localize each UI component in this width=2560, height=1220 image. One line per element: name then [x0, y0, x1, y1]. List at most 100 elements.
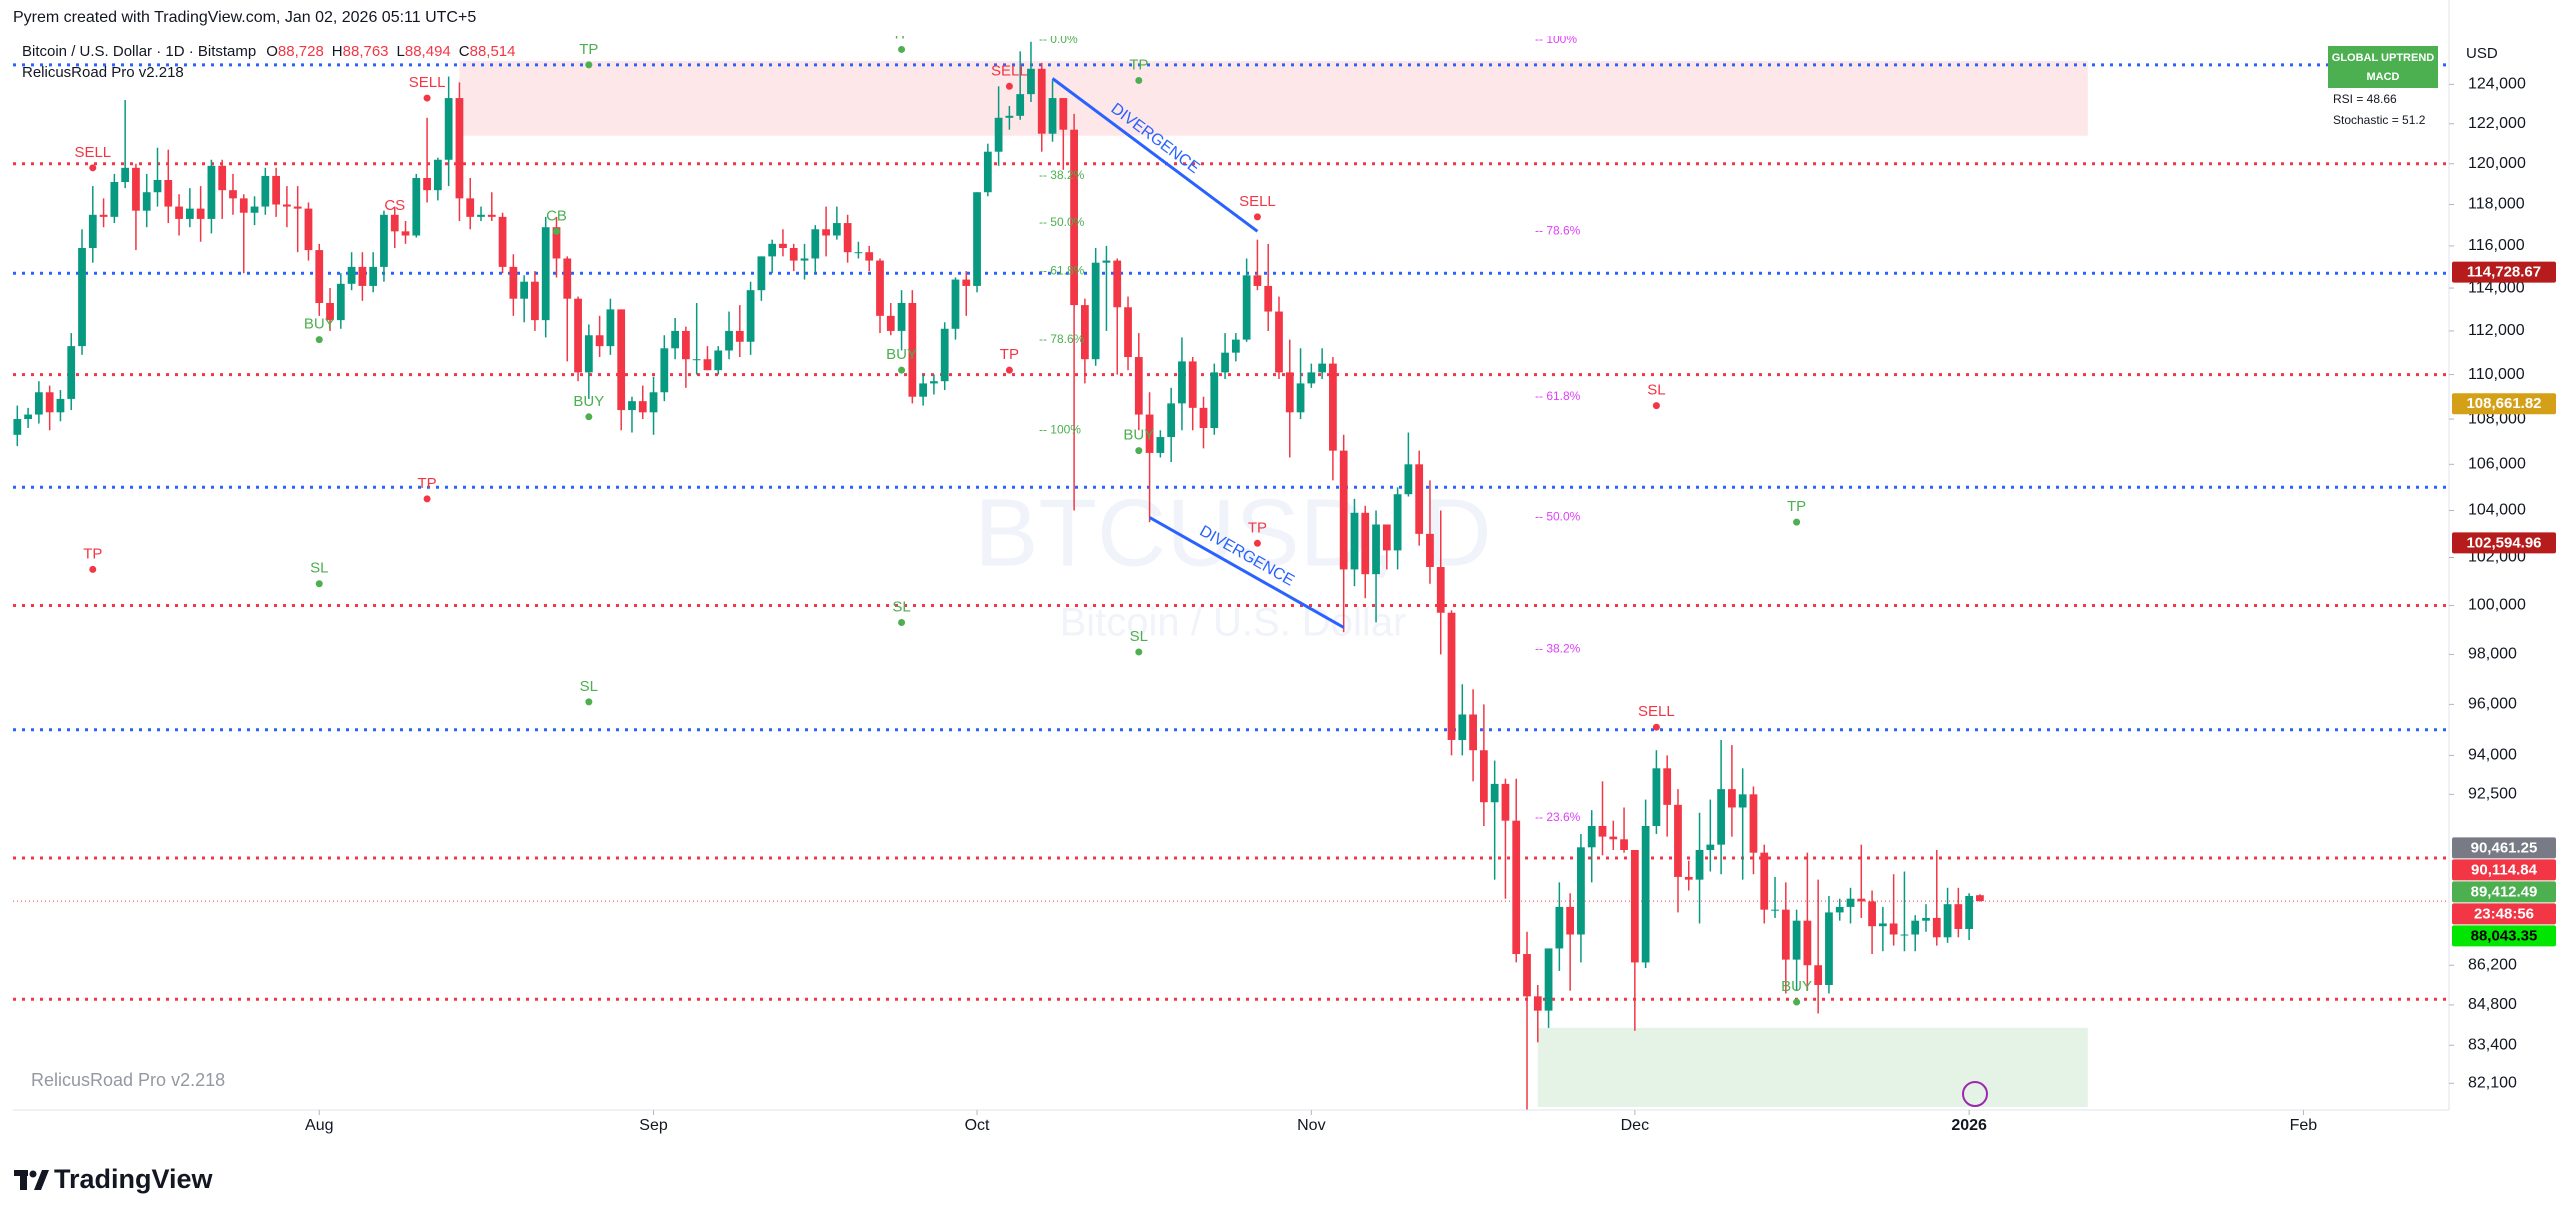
- y-tick-label: 106,000: [2468, 456, 2526, 473]
- signal-label: BUY: [1781, 978, 1812, 995]
- candle-body: [628, 401, 636, 411]
- signal-label: TP: [1248, 519, 1267, 536]
- price-label-box: [2452, 881, 2556, 903]
- price-label: 23:48:56: [2474, 905, 2534, 922]
- signal-label: SL: [892, 598, 910, 615]
- candle-body: [444, 98, 453, 160]
- ohlc-value: 88,728: [278, 43, 324, 60]
- candle-body: [983, 151, 992, 193]
- candle-body: [1469, 714, 1477, 751]
- fib-label: -- 23.6%: [1535, 810, 1581, 824]
- candle-body: [498, 216, 507, 267]
- candle-body: [897, 302, 906, 331]
- signal-label: TP: [892, 25, 911, 42]
- candle-body: [649, 392, 658, 413]
- candle-body: [563, 258, 572, 299]
- candle-body: [1760, 852, 1769, 910]
- candle-body: [768, 243, 777, 257]
- x-tick-label: Oct: [965, 1117, 990, 1134]
- candle-body: [595, 335, 604, 347]
- alert-icon: [1962, 1081, 1988, 1107]
- candle-body: [1404, 464, 1413, 495]
- candle-body: [886, 315, 895, 331]
- candle-body: [1242, 275, 1251, 340]
- ohlc-value: 88,494: [405, 43, 451, 60]
- candle-body: [908, 302, 917, 397]
- candle-body: [1825, 912, 1833, 985]
- candle-body: [1350, 512, 1359, 570]
- fib-label: -- 0.0%: [1039, 32, 1078, 46]
- candle-body: [358, 266, 367, 286]
- candle-body: [433, 159, 442, 191]
- candle-body: [1275, 311, 1283, 373]
- y-tick-label: 114,000: [2468, 279, 2525, 296]
- price-label-box: [2452, 903, 2556, 925]
- candle-body: [1695, 849, 1704, 880]
- brand: TradingView: [54, 1164, 214, 1194]
- rsi: RSI = 48.66: [2333, 92, 2397, 106]
- price-label-box: [2452, 261, 2556, 283]
- candle-body: [1501, 783, 1510, 821]
- signal-label: SELL: [409, 74, 446, 91]
- candle-body: [412, 177, 421, 236]
- candle-body: [239, 198, 248, 213]
- price-label: 90,461.25: [2471, 839, 2538, 856]
- signal-marker: [1652, 402, 1660, 410]
- candle-body: [930, 381, 938, 384]
- candle-body: [1738, 794, 1747, 808]
- signal-label: BUY: [573, 393, 604, 410]
- signal-label: TP: [83, 545, 102, 562]
- signal-label: SL: [580, 678, 598, 695]
- price-label-box: [2452, 837, 2556, 859]
- candle-body: [142, 192, 151, 211]
- candle-body: [1426, 533, 1434, 568]
- candle-body: [304, 208, 313, 251]
- candle-body: [293, 206, 302, 209]
- y-tick-label: 116,000: [2468, 237, 2525, 254]
- candle-body: [1156, 437, 1165, 453]
- candle-body: [185, 208, 194, 219]
- candle-body: [1393, 494, 1402, 551]
- y-tick-label: 83,400: [2468, 1036, 2517, 1053]
- y-tick-label: 104,000: [2468, 502, 2526, 519]
- candle-body: [1447, 612, 1456, 740]
- candle-body: [1803, 920, 1812, 966]
- candle-body: [1868, 901, 1876, 927]
- candle-body: [369, 266, 378, 286]
- watermark: BTCUSD, D: [974, 479, 1491, 586]
- ohlc-key: L: [397, 43, 405, 60]
- candle-body: [175, 206, 183, 219]
- signal-marker: [315, 580, 323, 588]
- signal-marker: [1793, 518, 1801, 526]
- signal-label: SELL: [74, 144, 111, 161]
- candle-body: [1943, 904, 1952, 938]
- indicator-footer: RelicusRoad Pro v2.218: [31, 1070, 225, 1090]
- candle-body: [574, 298, 582, 373]
- candle-body: [789, 248, 798, 261]
- candle-body: [1318, 363, 1327, 373]
- candle-body: [1372, 524, 1380, 575]
- signal-label: TP: [1000, 346, 1019, 363]
- candle-body: [973, 192, 981, 286]
- signal-label: SELL: [1638, 703, 1675, 720]
- candle-body: [1070, 129, 1078, 306]
- candle-body: [218, 165, 227, 191]
- fib-label: -- 100%: [1039, 422, 1081, 436]
- signal-marker: [1253, 213, 1261, 221]
- candle-body: [466, 198, 475, 217]
- signal-marker: [1253, 539, 1261, 547]
- fib-label: -- 61.8%: [1535, 389, 1581, 403]
- candle-body: [1490, 783, 1499, 803]
- x-tick-label: Dec: [1621, 1117, 1649, 1134]
- badge-line: MACD: [2367, 71, 2400, 83]
- ohlc-value: 88,763: [343, 43, 389, 60]
- candle-body: [1253, 275, 1262, 286]
- y-tick-label: 112,000: [2468, 322, 2525, 339]
- candle-body: [401, 231, 410, 236]
- candle-body: [1264, 285, 1273, 312]
- ohlc-key: H: [332, 43, 343, 60]
- candle-body: [1846, 898, 1855, 907]
- divergence-line: [1051, 77, 1259, 233]
- signal-label: SL: [310, 560, 328, 577]
